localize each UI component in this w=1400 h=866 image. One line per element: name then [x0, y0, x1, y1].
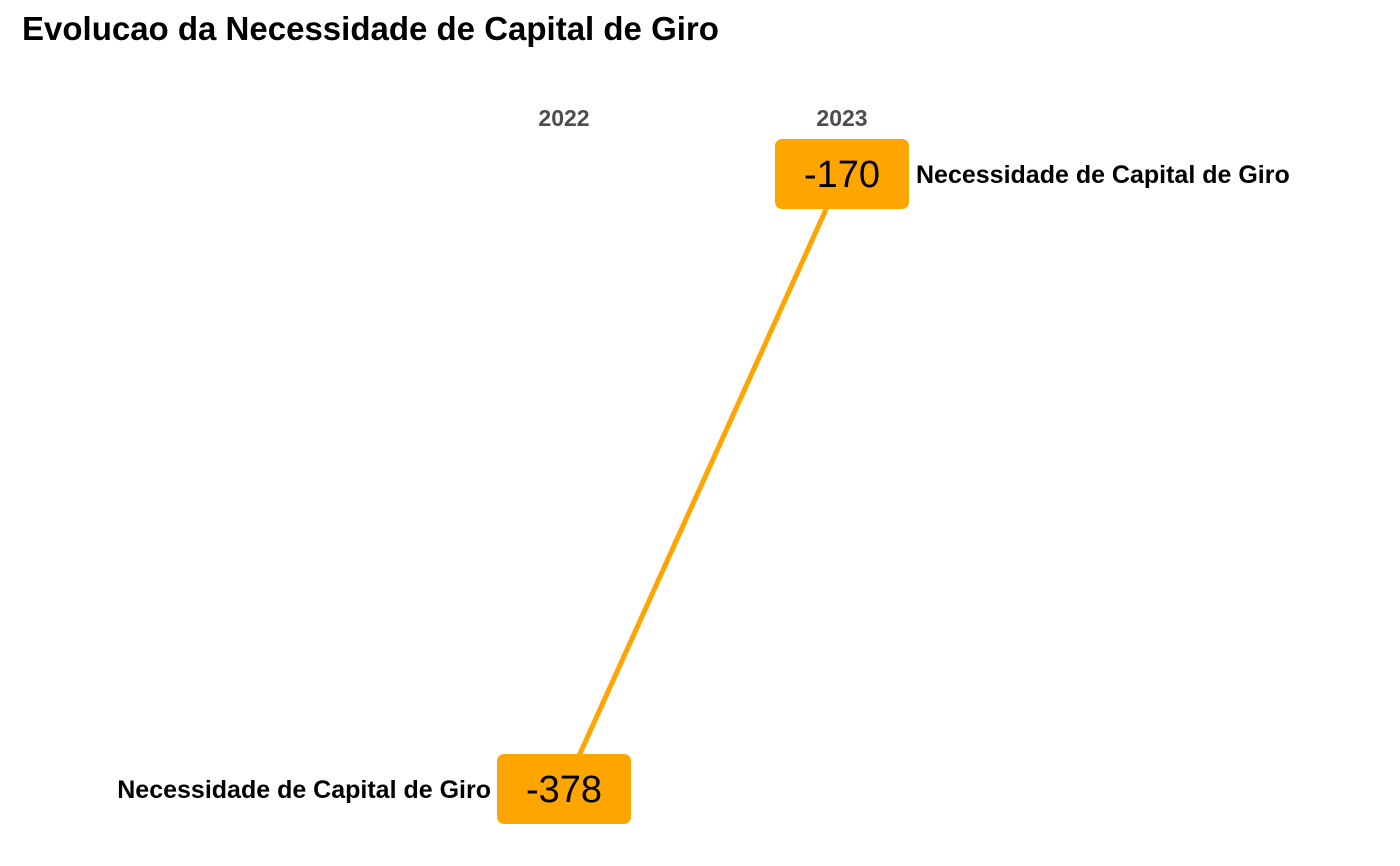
value-label-box [775, 139, 909, 209]
value-label-2023: -170 [775, 139, 909, 209]
year-labels: 2022 2023 [538, 105, 867, 131]
value-label-box [497, 754, 631, 824]
series-label-right: Necessidade de Capital de Giro [916, 161, 1290, 189]
year-label-2023: 2023 [816, 105, 867, 131]
value-labels: -378 -170 [497, 139, 909, 824]
value-label-2022: -378 [497, 754, 631, 824]
series-line [561, 172, 845, 791]
series-labels: Necessidade de Capital de Giro Necessidad… [117, 161, 1290, 804]
chart-title: Evolucao da Necessidade de Capital de Gi… [22, 10, 719, 47]
series-lines [561, 172, 845, 791]
value-label-text: -378 [526, 769, 602, 811]
series-label-left: Necessidade de Capital de Giro [117, 776, 491, 804]
value-label-text: -170 [804, 154, 880, 196]
year-label-2022: 2022 [538, 105, 589, 131]
